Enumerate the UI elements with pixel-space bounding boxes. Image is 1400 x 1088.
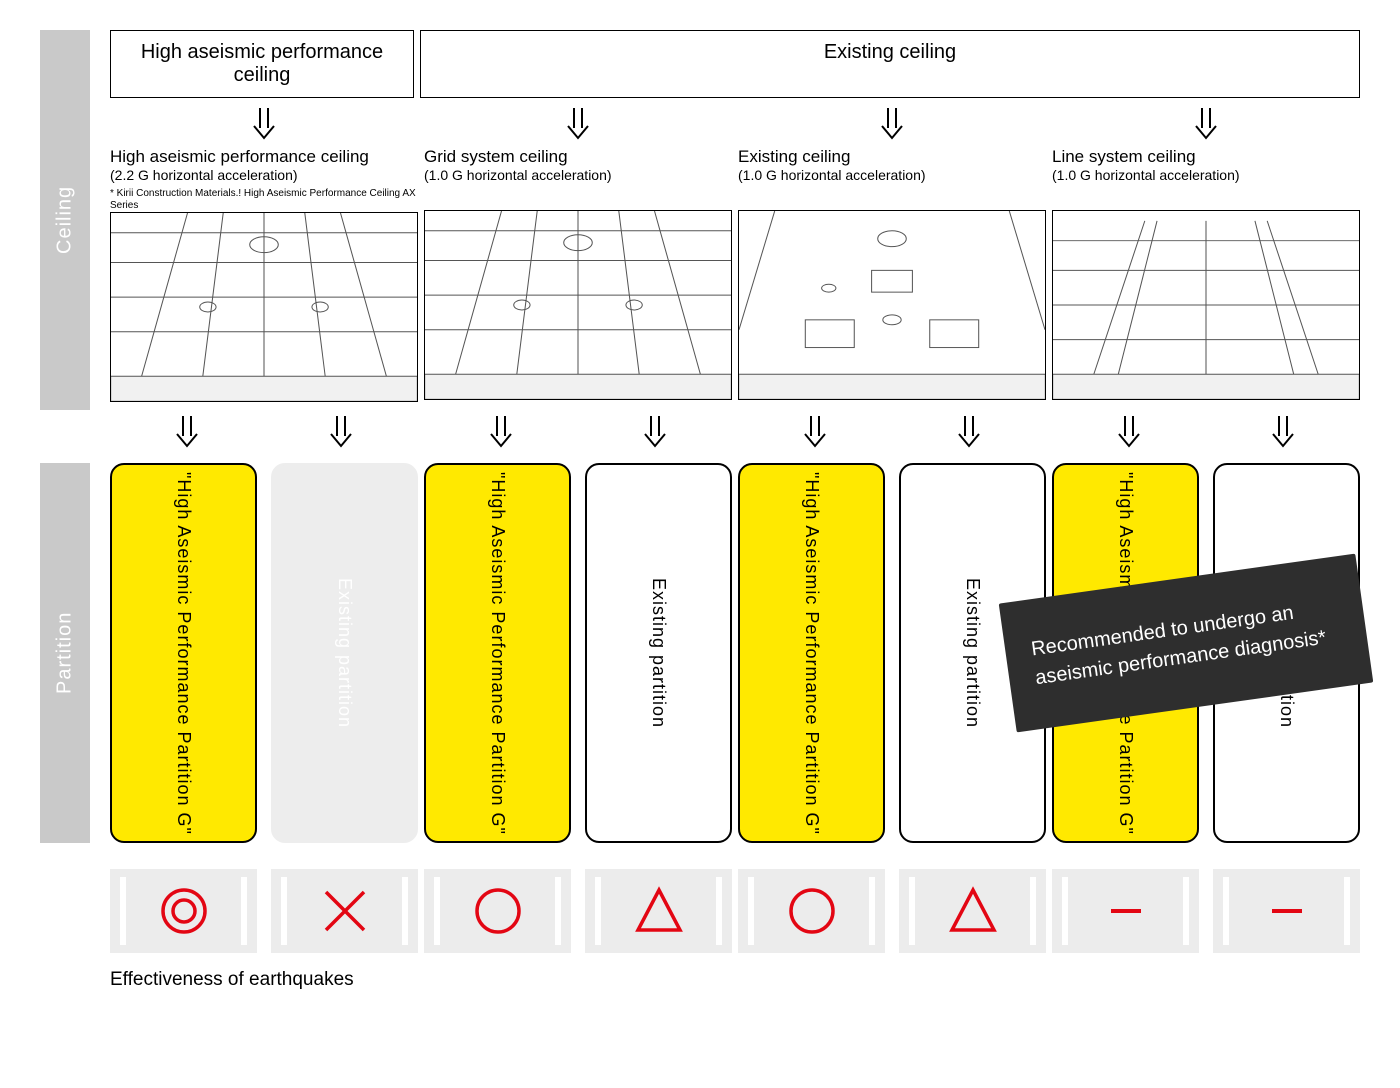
rating-circle bbox=[738, 869, 885, 953]
ceiling-illustration bbox=[1052, 210, 1360, 400]
rating-pair-3 bbox=[1052, 869, 1360, 953]
arrow-header-to-ceiling bbox=[110, 104, 418, 146]
arrow-ceiling-to-partition bbox=[110, 416, 1360, 453]
arrow-pair-1 bbox=[424, 416, 732, 453]
partition-pair-0: "High Aseismic Performance Partition G"E… bbox=[110, 463, 418, 843]
ceiling-section: High aseismic performance ceiling Existi… bbox=[90, 30, 1360, 410]
rating-pair-1 bbox=[424, 869, 732, 953]
header-high-aseismic: High aseismic performance ceiling bbox=[110, 30, 414, 98]
ceiling-col-1: Grid system ceiling (1.0 G horizontal ac… bbox=[424, 104, 732, 402]
ceiling-illustration bbox=[424, 210, 732, 400]
ratings-row bbox=[110, 869, 1360, 953]
row-label-ceiling: Ceiling bbox=[40, 30, 90, 410]
partition-pair-1: "High Aseismic Performance Partition G"E… bbox=[424, 463, 732, 843]
arrow-pair-3 bbox=[1052, 416, 1360, 453]
ceiling-columns: High aseismic performance ceiling (2.2 G… bbox=[110, 104, 1360, 402]
partition-box-ex: Existing partition bbox=[585, 463, 732, 843]
ceiling-col-0: High aseismic performance ceiling (2.2 G… bbox=[110, 104, 418, 402]
ceiling-subtitle: Grid system ceiling (1.0 G horizontal ac… bbox=[424, 146, 732, 210]
arrow-header-to-ceiling bbox=[424, 104, 732, 146]
rating-pair-0 bbox=[110, 869, 418, 953]
rating-circle bbox=[424, 869, 571, 953]
partition-box-hi: "High Aseismic Performance Partition G" bbox=[110, 463, 257, 843]
arrow-pair-0 bbox=[110, 416, 418, 453]
ceiling-subtitle: Line system ceiling (1.0 G horizontal ac… bbox=[1052, 146, 1360, 210]
ceiling-illustration bbox=[110, 212, 418, 402]
partition-pair-2: "High Aseismic Performance Partition G"E… bbox=[738, 463, 1046, 843]
partition-box-hi: "High Aseismic Performance Partition G" bbox=[424, 463, 571, 843]
arrow-header-to-ceiling bbox=[1052, 104, 1360, 146]
ratings-caption: Effectiveness of earthquakes bbox=[110, 969, 1360, 991]
rating-dash bbox=[1052, 869, 1199, 953]
row-label-ceiling-text: Ceiling bbox=[54, 186, 77, 254]
header-existing: Existing ceiling bbox=[420, 30, 1360, 98]
partition-box-ghost: Existing partition bbox=[271, 463, 418, 843]
rating-cross bbox=[271, 869, 418, 953]
rating-triangle bbox=[585, 869, 732, 953]
row-label-partition: Partition bbox=[40, 463, 90, 843]
partition-columns: "High Aseismic Performance Partition G"E… bbox=[110, 463, 1360, 843]
rating-dash bbox=[1213, 869, 1360, 953]
ceiling-subtitle: High aseismic performance ceiling (2.2 G… bbox=[110, 146, 418, 212]
rating-pair-2 bbox=[738, 869, 1046, 953]
arrow-header-to-ceiling bbox=[738, 104, 1046, 146]
arrow-pair-2 bbox=[738, 416, 1046, 453]
partition-box-hi: "High Aseismic Performance Partition G" bbox=[738, 463, 885, 843]
rating-triangle bbox=[899, 869, 1046, 953]
rating-double_circle bbox=[110, 869, 257, 953]
ceiling-col-3: Line system ceiling (1.0 G horizontal ac… bbox=[1052, 104, 1360, 402]
row-label-partition-text: Partition bbox=[54, 612, 77, 694]
ceiling-illustration bbox=[738, 210, 1046, 400]
ceiling-col-2: Existing ceiling (1.0 G horizontal accel… bbox=[738, 104, 1046, 402]
ceiling-subtitle: Existing ceiling (1.0 G horizontal accel… bbox=[738, 146, 1046, 210]
